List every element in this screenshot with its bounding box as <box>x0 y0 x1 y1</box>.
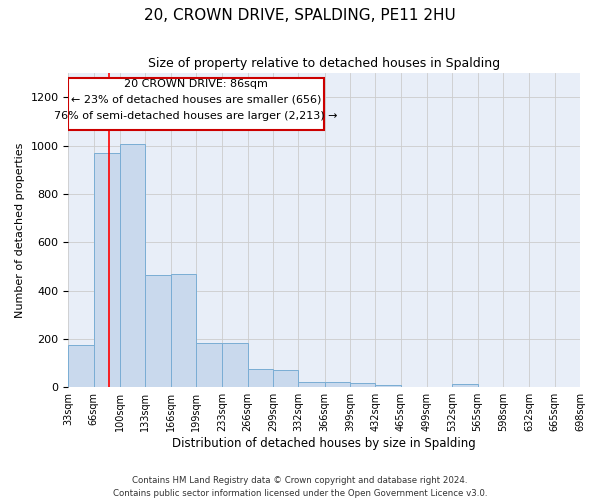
Bar <box>222 342 248 387</box>
Title: Size of property relative to detached houses in Spalding: Size of property relative to detached ho… <box>148 58 500 70</box>
Text: 76% of semi-detached houses are larger (2,213) →: 76% of semi-detached houses are larger (… <box>55 111 338 121</box>
Bar <box>68 78 324 130</box>
Text: ← 23% of detached houses are smaller (656): ← 23% of detached houses are smaller (65… <box>71 94 321 104</box>
Bar <box>298 382 325 387</box>
Text: Contains HM Land Registry data © Crown copyright and database right 2024.
Contai: Contains HM Land Registry data © Crown c… <box>113 476 487 498</box>
Bar <box>376 385 401 387</box>
Bar <box>145 275 171 387</box>
Bar <box>452 384 478 387</box>
Bar <box>325 382 350 387</box>
Bar <box>94 153 120 387</box>
Text: 20 CROWN DRIVE: 86sqm: 20 CROWN DRIVE: 86sqm <box>124 79 268 89</box>
Bar <box>171 274 196 387</box>
Bar <box>350 383 376 387</box>
Bar <box>273 370 298 387</box>
Bar <box>68 345 94 387</box>
Text: 20, CROWN DRIVE, SPALDING, PE11 2HU: 20, CROWN DRIVE, SPALDING, PE11 2HU <box>144 8 456 22</box>
Bar <box>248 369 273 387</box>
Bar <box>120 144 145 387</box>
Y-axis label: Number of detached properties: Number of detached properties <box>15 142 25 318</box>
X-axis label: Distribution of detached houses by size in Spalding: Distribution of detached houses by size … <box>172 437 476 450</box>
Bar <box>196 342 222 387</box>
